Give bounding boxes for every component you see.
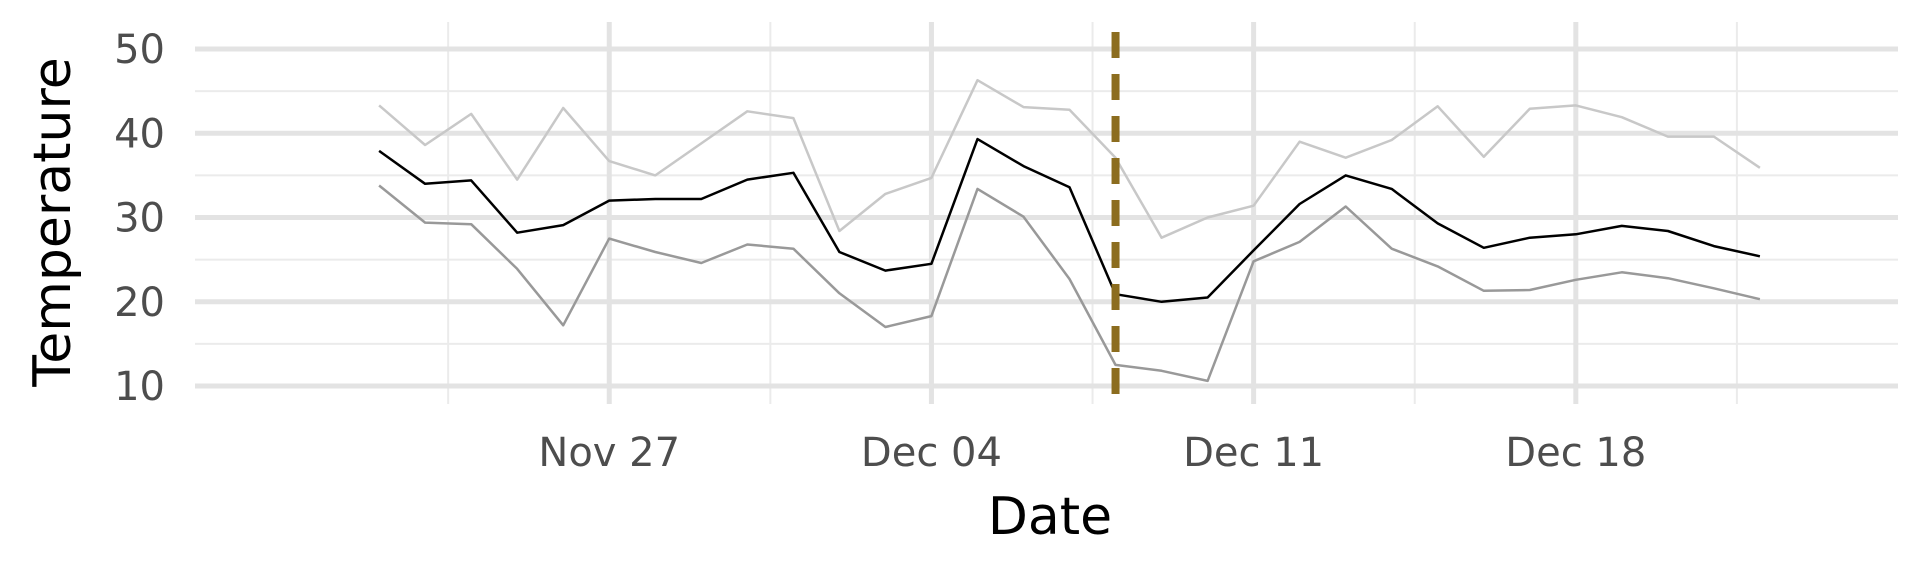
- x-tick-label: Dec 18: [1505, 430, 1646, 476]
- y-tick-label: 40: [114, 111, 165, 157]
- x-axis-ticks: Nov 27 Dec 04 Dec 11 Dec 18: [538, 430, 1646, 476]
- y-tick-label: 10: [114, 364, 165, 410]
- y-tick-label: 50: [114, 27, 165, 73]
- y-tick-label: 20: [114, 280, 165, 326]
- major-gridlines: [195, 22, 1898, 404]
- x-tick-label: Nov 27: [538, 430, 680, 476]
- x-axis-title: Date: [988, 487, 1112, 547]
- y-axis-ticks: 10 20 30 40 50: [114, 27, 165, 410]
- y-axis-title: Temperature: [23, 57, 83, 387]
- series-line-3: [378, 184, 1761, 383]
- series-line-1: [378, 78, 1761, 239]
- x-tick-label: Dec 11: [1183, 430, 1324, 476]
- series-line-2: [378, 137, 1761, 304]
- x-tick-label: Dec 04: [861, 430, 1002, 476]
- y-tick-label: 30: [114, 196, 165, 242]
- series-lines: [378, 78, 1761, 383]
- minor-gridlines: [195, 22, 1898, 404]
